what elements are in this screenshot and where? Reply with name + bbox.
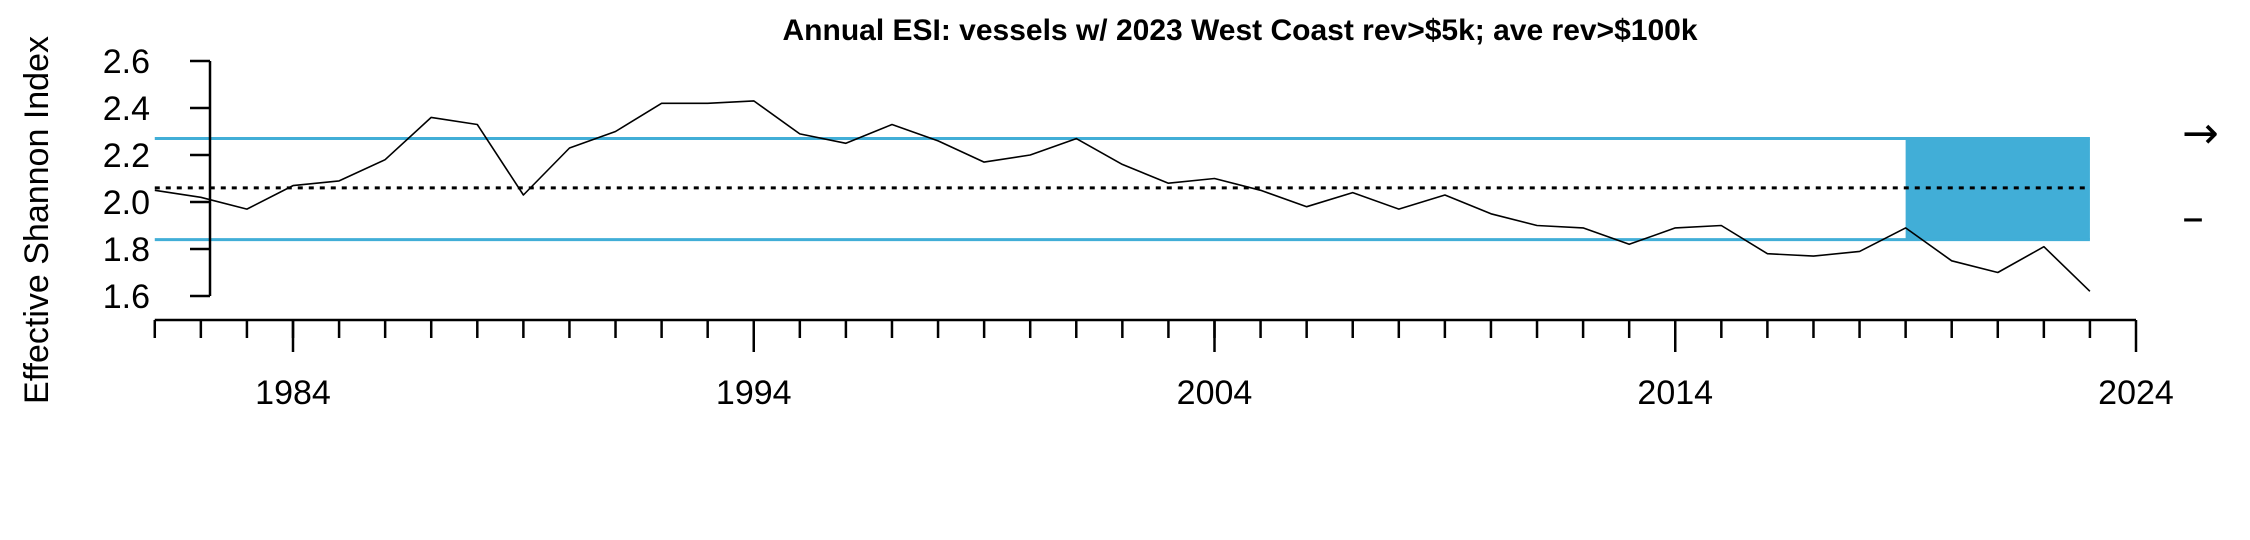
x-tick-label: 2014 bbox=[1637, 374, 1713, 412]
x-axis: 1984 1994 2004 2014 2024 bbox=[153, 318, 2174, 412]
y-tick-label: 1.6 bbox=[103, 278, 150, 316]
esi-series-line bbox=[154, 100, 2091, 292]
y-tick-label: 2.2 bbox=[103, 137, 150, 175]
chart-title: Annual ESI: vessels w/ 2023 West Coast r… bbox=[783, 14, 1698, 47]
x-tick-label: 1984 bbox=[255, 374, 331, 412]
y-axis: 1.6 1.8 2.0 2.2 2.4 2.6 bbox=[103, 43, 212, 316]
y-tick-label: 2.4 bbox=[103, 90, 150, 128]
x-tick-label: 1994 bbox=[716, 374, 792, 412]
sd-trend-dash-icon: – bbox=[2182, 192, 2204, 243]
y-axis-label: Effective Shannon Index bbox=[18, 36, 56, 404]
y-tick-label: 2.0 bbox=[103, 184, 150, 222]
mean-trend-arrow-icon: → bbox=[2182, 108, 2219, 159]
x-tick-label: 2004 bbox=[1177, 374, 1253, 412]
y-tick-label: 1.8 bbox=[103, 231, 150, 269]
x-tick-label: 2024 bbox=[2098, 374, 2174, 412]
y-tick-label: 2.6 bbox=[103, 43, 150, 81]
